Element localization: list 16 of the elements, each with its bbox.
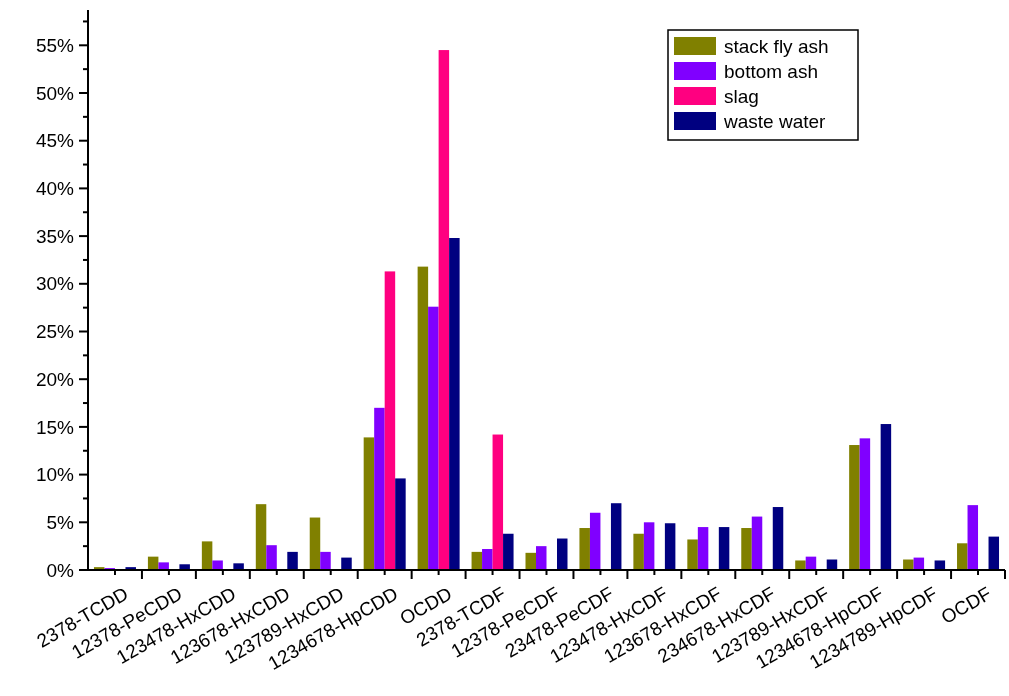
y-tick-label: 55% bbox=[35, 34, 75, 56]
y-tick-label: 0% bbox=[46, 559, 75, 581]
y-tick-label: 45% bbox=[35, 130, 75, 152]
legend-label: bottom ash bbox=[724, 60, 818, 82]
legend-label: waste water bbox=[723, 110, 827, 132]
y-tick-label: 15% bbox=[35, 416, 75, 438]
y-tick-label: 30% bbox=[35, 273, 75, 295]
y-tick-label: 40% bbox=[35, 178, 75, 200]
y-tick-label: 20% bbox=[35, 368, 75, 390]
y-tick-label: 10% bbox=[35, 464, 75, 486]
y-tick-label: 25% bbox=[35, 321, 75, 343]
legend-label: stack fly ash bbox=[724, 35, 829, 57]
y-tick-label: 5% bbox=[46, 511, 75, 533]
y-tick-label: 35% bbox=[35, 225, 75, 247]
y-tick-label: 50% bbox=[35, 82, 75, 104]
legend-label: slag bbox=[724, 85, 759, 107]
